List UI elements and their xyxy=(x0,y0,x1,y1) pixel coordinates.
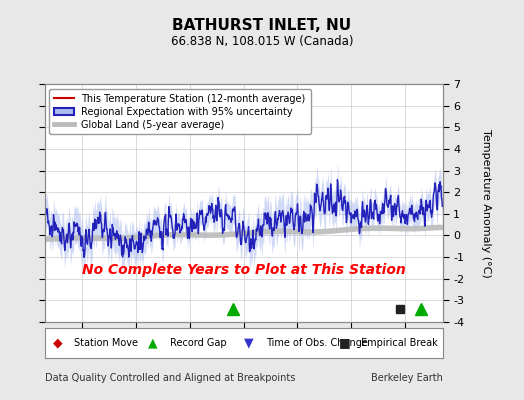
Text: Empirical Break: Empirical Break xyxy=(361,338,438,348)
Text: ◆: ◆ xyxy=(52,336,62,350)
Legend: This Temperature Station (12-month average), Regional Expectation with 95% uncer: This Temperature Station (12-month avera… xyxy=(49,89,311,134)
Text: 66.838 N, 108.015 W (Canada): 66.838 N, 108.015 W (Canada) xyxy=(171,36,353,48)
Text: ▲: ▲ xyxy=(148,336,158,350)
Text: Record Gap: Record Gap xyxy=(170,338,226,348)
Text: Station Move: Station Move xyxy=(74,338,138,348)
Text: Data Quality Controlled and Aligned at Breakpoints: Data Quality Controlled and Aligned at B… xyxy=(45,373,295,383)
Text: ▼: ▼ xyxy=(244,336,253,350)
Text: No Complete Years to Plot at This Station: No Complete Years to Plot at This Statio… xyxy=(82,263,406,277)
Text: ■: ■ xyxy=(339,336,351,350)
Text: BATHURST INLET, NU: BATHURST INLET, NU xyxy=(172,18,352,34)
Y-axis label: Temperature Anomaly (°C): Temperature Anomaly (°C) xyxy=(481,129,491,277)
Text: Time of Obs. Change: Time of Obs. Change xyxy=(266,338,367,348)
Text: Berkeley Earth: Berkeley Earth xyxy=(371,373,443,383)
